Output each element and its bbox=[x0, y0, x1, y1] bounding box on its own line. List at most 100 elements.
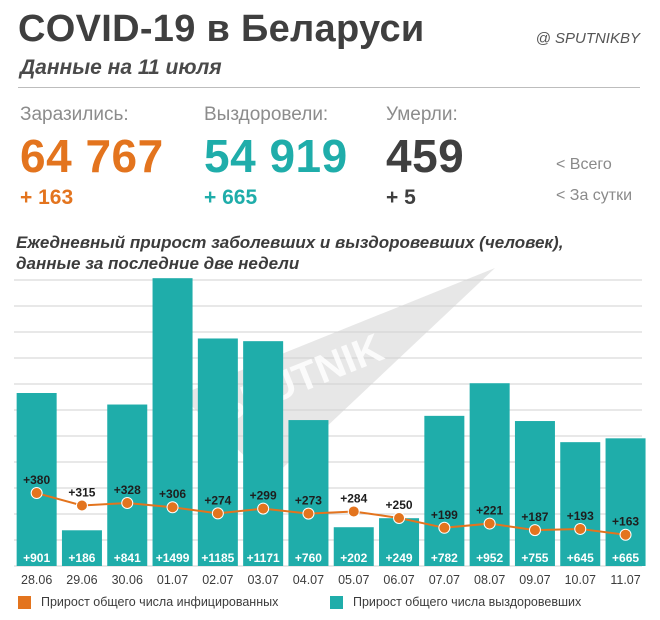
stat-infected-value: 64 767 bbox=[20, 130, 164, 182]
page-subtitle: Данные на 11 июля bbox=[20, 56, 222, 79]
bar-06.07 bbox=[379, 518, 420, 566]
chart-title-line-2: данные за последние две недели bbox=[16, 254, 300, 273]
infected-point-28.06 bbox=[30, 487, 43, 500]
legend-infected: Прирост общего числа инфицированных bbox=[18, 595, 278, 609]
side-legend-total: < Всего bbox=[556, 156, 612, 173]
bar-05.07 bbox=[333, 527, 374, 566]
recovered-bar-labels: +901 +186 +841 +1499 +1185 +1171 +760 +202 +249 +… bbox=[23, 551, 639, 565]
x-tick-10.07: 10.07 bbox=[565, 573, 596, 587]
stat-dead-value: 459 bbox=[386, 130, 465, 182]
side-legend-daily: < За сутки bbox=[556, 187, 633, 204]
infected-label-07.07: +199 bbox=[431, 508, 458, 522]
infected-label-05.07: +284 bbox=[340, 491, 367, 505]
infected-label-11.07: +163 bbox=[612, 515, 639, 529]
infected-line-path bbox=[36, 492, 626, 536]
stat-infected-delta: + 163 bbox=[20, 186, 74, 209]
infected-label-29.06: +315 bbox=[68, 486, 95, 500]
bar-label-30.06: +841 bbox=[114, 551, 141, 565]
infected-point-09.07 bbox=[528, 524, 541, 537]
infected-point-05.07 bbox=[347, 505, 360, 518]
x-tick-30.06: 30.06 bbox=[112, 573, 143, 587]
x-tick-09.07: 09.07 bbox=[519, 573, 550, 587]
page-title: COVID-19 в Беларуси bbox=[18, 8, 425, 50]
stat-infected: Заразились: 64 767 + 163 bbox=[20, 104, 164, 210]
infected-line bbox=[30, 487, 632, 541]
stat-dead-delta: + 5 bbox=[386, 186, 416, 209]
x-tick-11.07: 11.07 bbox=[610, 573, 640, 587]
bar-04.07 bbox=[288, 420, 329, 566]
infected-label-02.07: +274 bbox=[204, 493, 231, 507]
infected-point-10.07 bbox=[574, 522, 587, 535]
legend-infected-swatch bbox=[18, 595, 31, 609]
infected-label-03.07: +299 bbox=[250, 489, 277, 503]
stat-recovered: Выздоровели: 54 919 + 665 bbox=[204, 104, 348, 210]
bar-label-28.06: +901 bbox=[23, 551, 50, 565]
bar-03.07 bbox=[243, 341, 284, 566]
bar-label-11.07: +665 bbox=[612, 551, 639, 565]
infected-label-09.07: +187 bbox=[521, 510, 548, 524]
infected-point-06.07 bbox=[393, 512, 406, 524]
legend-infected-label: Прирост общего числа инфицированных bbox=[41, 595, 279, 609]
infected-point-07.07 bbox=[438, 521, 451, 534]
infected-point-labels: +380 +315 +328 +306 +274 +299 +273 +284 +250 +199… bbox=[23, 473, 639, 529]
x-tick-05.07: 05.07 bbox=[338, 573, 369, 587]
stat-dead: Умерли: 459 + 5 bbox=[386, 104, 464, 210]
x-tick-04.07: 04.07 bbox=[293, 573, 324, 587]
bar-09.07 bbox=[514, 421, 555, 566]
bar-label-06.07: +249 bbox=[386, 551, 413, 565]
source-credit: @ SPUTNIKBY bbox=[535, 30, 640, 47]
stat-recovered-value: 54 919 bbox=[204, 130, 348, 182]
x-tick-06.07: 06.07 bbox=[383, 573, 414, 587]
x-tick-08.07: 08.07 bbox=[474, 573, 505, 587]
bar-07.07 bbox=[424, 415, 465, 566]
bar-label-29.06: +186 bbox=[68, 551, 95, 565]
infected-point-30.06 bbox=[121, 497, 134, 510]
infected-point-29.06 bbox=[75, 499, 88, 512]
bar-10.07 bbox=[560, 442, 601, 566]
infected-label-04.07: +273 bbox=[295, 494, 322, 508]
legend-recovered-swatch bbox=[330, 595, 343, 609]
bar-02.07 bbox=[197, 338, 238, 566]
infected-label-30.06: +328 bbox=[114, 483, 141, 497]
x-tick-labels: 28.06 29.06 30.06 01.07 02.07 03.07 04.07 05.07… bbox=[21, 573, 641, 587]
infected-label-01.07: +306 bbox=[159, 487, 186, 501]
infected-point-11.07 bbox=[619, 528, 632, 541]
stat-recovered-label: Выздоровели: bbox=[204, 104, 329, 125]
header-divider bbox=[18, 87, 640, 88]
bar-label-07.07: +782 bbox=[431, 551, 458, 565]
bar-label-01.07: +1499 bbox=[156, 551, 190, 565]
recovered-bars bbox=[16, 278, 646, 566]
stat-recovered-delta: + 665 bbox=[204, 186, 258, 209]
chart-title-line-1: Ежедневный прирост заболевших и выздоров… bbox=[16, 233, 564, 252]
infected-point-03.07 bbox=[257, 502, 270, 515]
bar-label-08.07: +952 bbox=[476, 551, 503, 565]
legend-recovered: Прирост общего числа выздоровевших bbox=[330, 595, 581, 609]
chart-title: Ежедневный прирост заболевших и выздоров… bbox=[16, 232, 616, 274]
bar-29.06 bbox=[61, 530, 102, 566]
bar-label-03.07: +1171 bbox=[247, 551, 280, 565]
infected-point-01.07 bbox=[166, 501, 179, 514]
stat-infected-label: Заразились: bbox=[20, 104, 129, 125]
legend-recovered-label: Прирост общего числа выздоровевших bbox=[353, 595, 582, 609]
infected-label-28.06: +380 bbox=[23, 473, 50, 487]
x-tick-28.06: 28.06 bbox=[21, 573, 52, 587]
bar-label-09.07: +755 bbox=[521, 551, 548, 565]
bar-28.06 bbox=[16, 393, 57, 566]
x-tick-02.07: 02.07 bbox=[202, 573, 233, 587]
bar-01.07 bbox=[152, 278, 193, 566]
bar-08.07 bbox=[469, 383, 510, 566]
bar-label-10.07: +645 bbox=[567, 551, 594, 565]
bar-label-04.07: +760 bbox=[295, 551, 322, 565]
infected-label-08.07: +221 bbox=[476, 504, 503, 518]
infected-point-04.07 bbox=[302, 507, 315, 520]
x-tick-01.07: 01.07 bbox=[157, 573, 188, 587]
x-tick-03.07: 03.07 bbox=[248, 573, 279, 587]
bar-label-02.07: +1185 bbox=[201, 551, 234, 565]
stat-dead-label: Умерли: bbox=[386, 104, 458, 125]
infected-label-06.07: +250 bbox=[386, 498, 413, 512]
bar-11.07 bbox=[605, 438, 646, 566]
bar-30.06 bbox=[107, 404, 148, 566]
bar-label-05.07: +202 bbox=[340, 551, 367, 565]
infected-point-08.07 bbox=[483, 517, 496, 530]
